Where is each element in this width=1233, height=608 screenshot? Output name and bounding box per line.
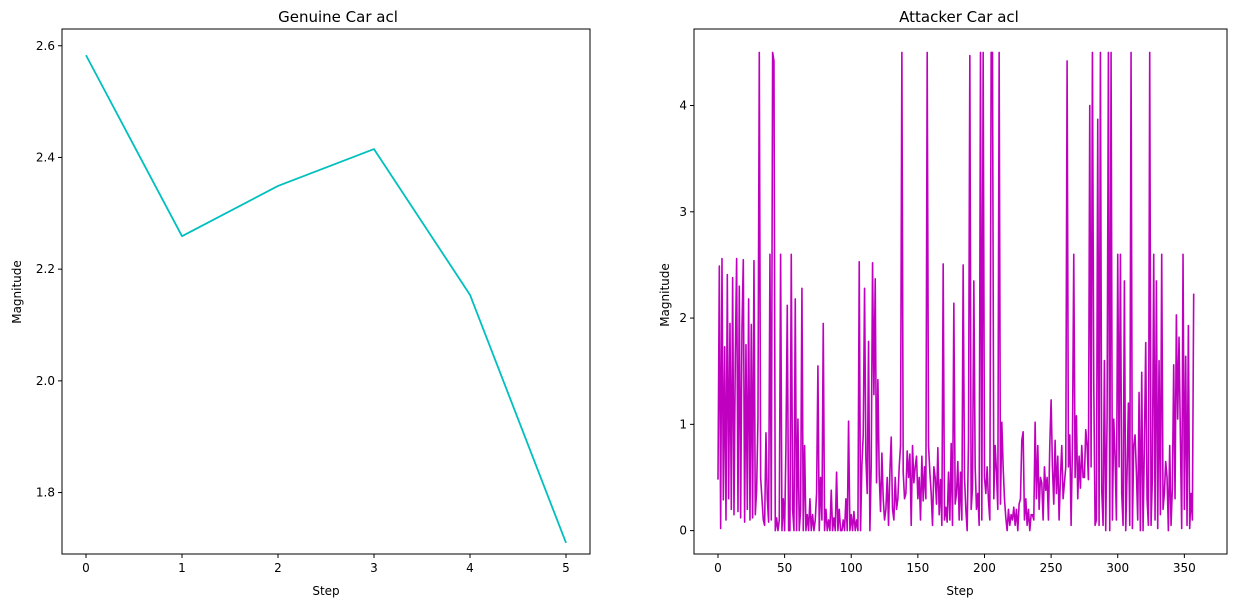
y-tick-label: 2.2	[36, 262, 55, 276]
y-tick-label: 2.0	[36, 374, 55, 388]
tick-group: 0 50 100 150 200 250 300 350 0 1 2 3 4	[679, 99, 1195, 575]
y-tick-label: 4	[679, 99, 687, 113]
y-tick-label: 3	[679, 205, 687, 219]
y-tick-label: 2.4	[36, 150, 55, 164]
x-tick-label: 100	[840, 561, 863, 575]
y-axis-label: Magnitude	[10, 260, 24, 324]
series-line	[85, 54, 567, 544]
x-tick-label: 4	[466, 561, 474, 575]
x-tick-label: 5	[562, 561, 570, 575]
x-tick-label: 0	[82, 561, 90, 575]
y-tick-label: 2	[679, 311, 687, 325]
attacker-chart: Attacker Car acl Step Magnitude 0 50 100 15…	[658, 8, 1228, 598]
plot-frame	[61, 28, 591, 555]
plot-frame	[693, 28, 1228, 555]
series-line	[717, 51, 1195, 532]
y-tick-label: 1.8	[36, 486, 55, 500]
x-tick-label: 300	[1106, 561, 1129, 575]
x-tick-label: 2	[274, 561, 282, 575]
x-tick-label: 0	[714, 561, 722, 575]
y-axis-label: Magnitude	[658, 263, 672, 327]
x-tick-label: 250	[1040, 561, 1063, 575]
y-tick-label: 2.6	[36, 39, 55, 53]
x-tick-label: 350	[1173, 561, 1196, 575]
x-tick-label: 50	[777, 561, 792, 575]
y-tick-label: 1	[679, 417, 687, 431]
x-tick-label: 3	[370, 561, 378, 575]
x-tick-label: 150	[906, 561, 929, 575]
chart-title: Genuine Car acl	[278, 8, 398, 26]
x-axis-label: Step	[946, 584, 973, 598]
x-tick-label: 200	[973, 561, 996, 575]
chart-title: Attacker Car acl	[899, 8, 1019, 26]
x-axis-label: Step	[312, 584, 339, 598]
y-tick-label: 0	[679, 524, 687, 538]
x-tick-label: 1	[178, 561, 186, 575]
genuine-chart: Genuine Car acl Step Magnitude 0 1 2 3 4 5 1.8…	[10, 8, 591, 598]
tick-group: 0 1 2 3 4 5 1.8 2.0 2.2 2.4 2.6	[36, 39, 570, 575]
